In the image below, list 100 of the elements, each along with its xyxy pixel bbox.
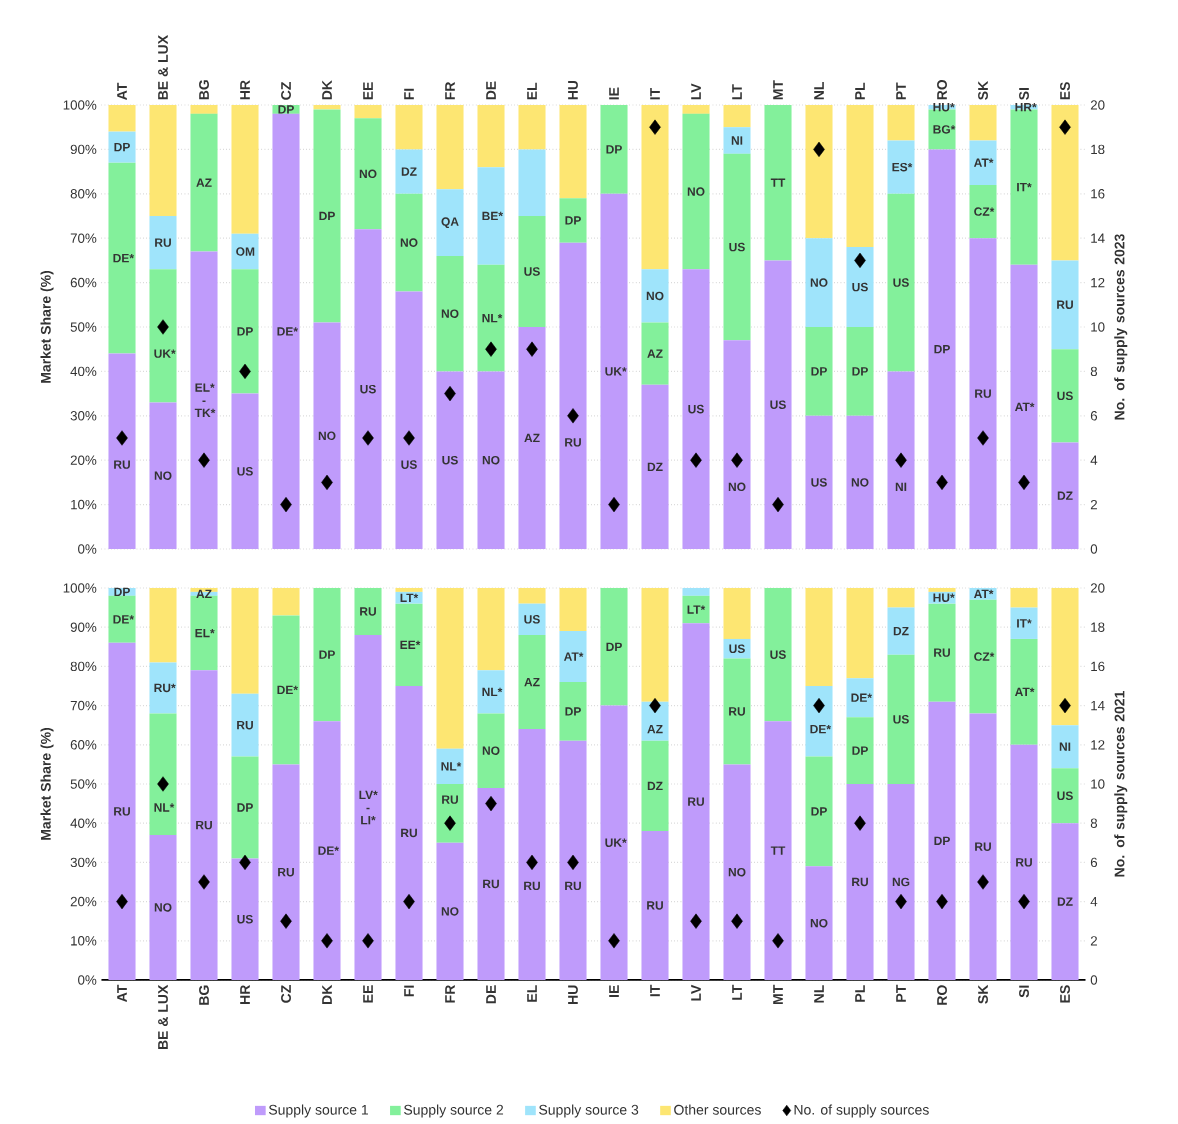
x-tick-label: IT	[650, 88, 660, 100]
bar	[846, 717, 874, 784]
bar	[313, 109, 341, 323]
bar	[1010, 587, 1038, 608]
x-tick-label: IT	[650, 984, 660, 997]
bar	[928, 603, 956, 702]
bar	[764, 587, 792, 722]
data-label: NO	[687, 187, 705, 196]
point	[813, 697, 825, 714]
data-label: TT	[770, 846, 786, 855]
bar	[149, 104, 177, 216]
bar	[805, 238, 833, 327]
bar	[313, 322, 341, 549]
bar	[190, 251, 218, 549]
data-label: US	[729, 242, 745, 252]
y2-tick-label: 16	[1091, 661, 1105, 672]
y2-axis-title: No. of supply sources 2023	[1114, 234, 1128, 420]
bar	[723, 764, 751, 980]
point	[813, 141, 825, 157]
data-label: DE*	[113, 615, 134, 624]
data-label: US	[893, 278, 909, 287]
data-label: DZ	[647, 781, 663, 791]
data-label: AZ	[647, 724, 663, 734]
y-axis-title: Market Share (%)	[40, 727, 54, 840]
data-label: RU	[524, 881, 540, 891]
point	[321, 474, 333, 490]
point	[157, 776, 169, 792]
y2-tick-label: 8	[1090, 818, 1098, 828]
x-tick-label: HU	[568, 80, 578, 100]
data-label: RU	[114, 460, 130, 469]
point	[362, 430, 374, 446]
point	[239, 363, 251, 379]
point	[526, 341, 538, 357]
bar	[559, 740, 587, 980]
y-tick-label: 70%	[70, 700, 97, 711]
y2-tick-label: 0	[1090, 544, 1098, 554]
bar	[395, 149, 423, 194]
bar	[313, 104, 341, 110]
data-label: RU	[688, 797, 704, 806]
data-label: US	[524, 615, 540, 624]
bar	[723, 340, 751, 549]
data-label: NL*	[441, 762, 462, 771]
data-label: NO	[441, 309, 459, 318]
x-tick-label: SI	[1019, 87, 1029, 100]
y2-axis-title: No. of supply sources 2021	[1114, 691, 1128, 877]
data-label: US	[442, 455, 458, 465]
data-label: US	[401, 460, 417, 469]
point	[403, 430, 415, 446]
bar	[190, 104, 218, 114]
point	[690, 452, 702, 468]
data-label: NI	[731, 136, 743, 145]
data-label: DP	[278, 105, 294, 114]
bar	[149, 834, 177, 980]
point	[1059, 119, 1071, 135]
bar	[231, 858, 259, 980]
data-label: RU	[975, 842, 991, 851]
legend-label: Other sources	[674, 1104, 761, 1115]
bar	[231, 587, 259, 694]
data-label: DZ	[647, 462, 663, 471]
bar	[354, 635, 382, 980]
bar	[805, 756, 833, 867]
data-label: NO	[482, 746, 500, 755]
data-label: NI	[895, 482, 907, 491]
y-tick-label: 0%	[78, 975, 97, 985]
y2-tick-label: 2	[1090, 499, 1097, 510]
data-label: RU	[852, 877, 868, 887]
point	[444, 815, 456, 831]
x-tick-label: SK	[978, 984, 988, 1004]
x-tick-label: PT	[896, 984, 906, 1002]
y2-tick-label: 14	[1091, 233, 1105, 243]
bar	[1051, 768, 1079, 824]
bar	[1051, 260, 1079, 350]
x-tick-label: PL	[855, 985, 865, 1002]
point	[895, 893, 907, 910]
y2-tick-label: 14	[1091, 700, 1105, 711]
bar	[272, 615, 300, 765]
data-label: NO	[482, 455, 500, 465]
point	[649, 697, 661, 714]
y-tick-label: 30%	[70, 411, 97, 421]
bar	[641, 322, 669, 385]
y-tick-label: 60%	[70, 740, 97, 750]
y-tick-label: 100%	[63, 583, 97, 593]
data-label: DP	[606, 145, 622, 154]
y-tick-label: 60%	[70, 277, 97, 288]
data-label: NO	[154, 471, 172, 480]
bar	[313, 587, 341, 722]
data-label: DP	[811, 807, 827, 816]
x-tick-label: AT	[117, 82, 127, 100]
bar	[149, 662, 177, 714]
data-label: DE*	[277, 685, 298, 695]
y-tick-label: 0%	[78, 544, 97, 554]
data-label: DZ	[1057, 491, 1073, 500]
bar	[969, 140, 997, 185]
y-tick-label: 40%	[70, 366, 97, 377]
bar	[805, 866, 833, 980]
data-label: EL*	[195, 628, 215, 638]
data-label: LV* - LI*	[359, 790, 378, 825]
bar	[518, 729, 546, 980]
data-label: AZ	[196, 178, 212, 187]
y2-tick-label: 6	[1090, 857, 1098, 868]
